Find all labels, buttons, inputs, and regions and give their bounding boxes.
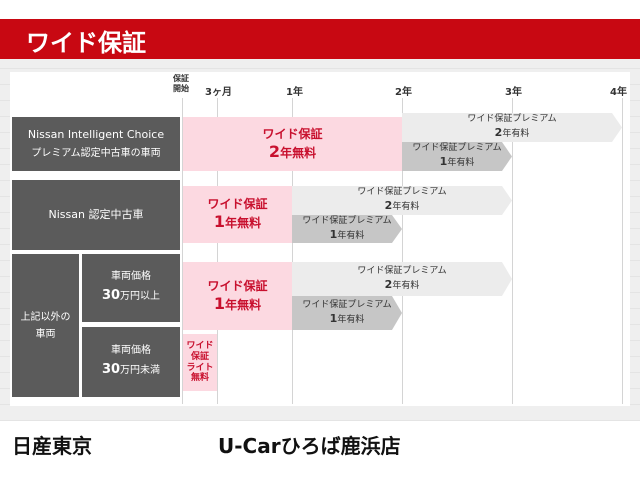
bar-num: 1 (213, 293, 226, 313)
premium-1year-arrow: ワイド保証プレミアム 1年有料 (292, 296, 402, 330)
bar-num: 1 (329, 311, 338, 325)
premium-1year-arrow: ワイド保証プレミアム 1年有料 (292, 215, 402, 243)
bar-unit: 年有料 (392, 280, 420, 291)
row-label-other-vehicles: 上記以外の 車両 (12, 254, 79, 397)
row-label-certified: Nissan 認定中古車 (12, 180, 180, 250)
lite-warranty-bar: ワイド 保証 ライト 無料 (183, 334, 217, 391)
gridline (182, 98, 183, 404)
header-bar: ワイド保証 (0, 19, 640, 59)
bar-num: 1 (213, 212, 226, 231)
bar-text: ワイド保証 (262, 126, 323, 141)
bar-unit: 年有料 (502, 129, 530, 139)
bar-unit: 年無料 (280, 145, 317, 160)
bar-num: 2 (384, 199, 393, 212)
price-unit: 万円未満 (120, 365, 161, 377)
tick-3year: 3年 (505, 87, 522, 98)
free-warranty-bar: ワイド保証 1年無料 (183, 262, 292, 330)
bar-unit: 年有料 (337, 230, 365, 241)
gridline (622, 98, 623, 404)
gridline (402, 98, 403, 404)
bar-unit: 年有料 (337, 314, 365, 325)
gridline (512, 98, 513, 404)
bar-num: 1 (439, 155, 448, 168)
row-label-over-300k: 車両価格 30万円以上 (82, 254, 180, 322)
free-warranty-bar: ワイド保証 1年無料 (183, 186, 292, 243)
row-label-line: 車両価格 (111, 271, 151, 283)
bar-text: ワイド保証プレミアム (412, 143, 502, 154)
tick-start: 保証 開始 (173, 74, 189, 94)
tick-4year: 4年 (610, 87, 627, 98)
bar-text: ワイド保証 (207, 197, 268, 211)
premium-2year-arrow: ワイド保証プレミアム 2年有料 (402, 113, 622, 142)
bar-num: 2 (384, 277, 393, 291)
bar-text: ワイド保証プレミアム (302, 215, 392, 226)
price-num: 30 (101, 288, 121, 304)
price-num: 30 (101, 362, 121, 378)
row-label-intelligent-choice: Nissan Intelligent Choice プレミアム認定中古車の車両 (12, 117, 180, 171)
bar-text: ワイド保証プレミアム (302, 299, 392, 310)
bar-num: 2 (268, 141, 281, 161)
bar-num: 2 (494, 126, 503, 139)
row-label-line: Nissan Intelligent Choice (27, 128, 165, 142)
row-label-line: 車両価格 (111, 345, 151, 357)
bar-text: ワイド保証プレミアム (357, 187, 447, 198)
row-label-under-300k: 車両価格 30万円未満 (82, 327, 180, 397)
bar-num: 1 (329, 227, 338, 241)
bar-unit: 年無料 (225, 297, 262, 312)
premium-1year-arrow: ワイド保証プレミアム 1年有料 (402, 142, 512, 171)
row-label-line: Nissan 認定中古車 (48, 207, 144, 221)
premium-2year-arrow: ワイド保証プレミアム 2年有料 (292, 186, 512, 215)
price-unit: 万円以上 (120, 291, 161, 303)
row-label-line: プレミアム認定中古車の車両 (31, 147, 161, 159)
company-name: 日産東京 (12, 434, 92, 458)
gridline (292, 98, 293, 404)
tick-2year: 2年 (395, 87, 412, 98)
bar-text: ワイド保証プレミアム (467, 114, 557, 125)
bar-text: ワイド保証 (207, 278, 268, 293)
store-name: U-Carひろば鹿浜店 (218, 434, 401, 458)
tick-3months: 3ヶ月 (205, 87, 232, 98)
bar-unit: 年無料 (225, 216, 262, 230)
bar-unit: 年有料 (392, 202, 420, 212)
page-title: ワイド保証 (26, 29, 146, 57)
gridline (217, 98, 218, 404)
bar-text: ワイド保証プレミアム (357, 265, 447, 276)
free-warranty-bar: ワイド保証 2年無料 (183, 117, 402, 171)
tick-1year: 1年 (286, 87, 303, 98)
premium-2year-arrow: ワイド保証プレミアム 2年有料 (292, 262, 512, 296)
bar-unit: 年有料 (447, 158, 475, 168)
